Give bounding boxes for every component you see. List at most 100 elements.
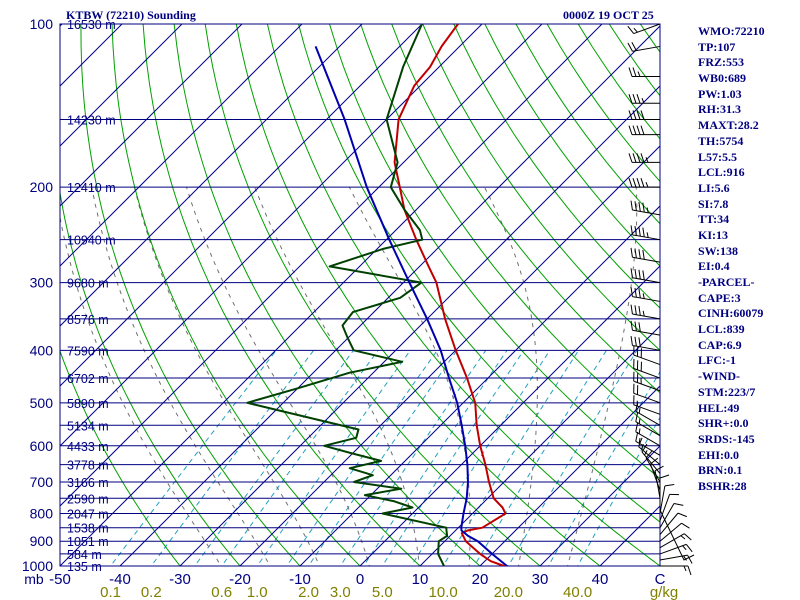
index-item: TP:107 bbox=[698, 39, 736, 54]
wind-barb bbox=[628, 94, 660, 104]
index-item: -WIND- bbox=[698, 369, 740, 384]
index-item: -PARCEL- bbox=[698, 275, 755, 289]
barb-flag bbox=[638, 322, 641, 332]
barb-flag bbox=[638, 437, 643, 447]
wind-barb bbox=[630, 200, 661, 216]
barb-half bbox=[683, 565, 687, 572]
height-label: 6702 m bbox=[67, 372, 109, 386]
index-item: RH:31.3 bbox=[698, 102, 741, 117]
barb-flag bbox=[638, 305, 641, 316]
mixing-ratio-axis: 0.1 0.2 0.6 1.0 2.0 3.0 5.0 10.0 20.0 40.0 g/kg bbox=[100, 584, 678, 600]
wind-barb bbox=[630, 335, 661, 351]
pressure-tick-label: 400 bbox=[30, 342, 54, 358]
wind-barb bbox=[628, 125, 660, 136]
isotherm bbox=[179, 85, 660, 566]
index-item: EHI:0.0 bbox=[698, 447, 740, 462]
index-item: SRDS:-145 bbox=[698, 431, 755, 446]
barb-staff bbox=[633, 392, 661, 404]
mixing-ratio-tick-label: 3.0 bbox=[330, 584, 351, 600]
barb-half bbox=[645, 157, 649, 163]
barb-half bbox=[641, 443, 644, 450]
pressure-unit-label: mb bbox=[24, 571, 44, 587]
index-item: LI:5.6 bbox=[698, 180, 730, 195]
height-label: 5890 m bbox=[67, 397, 109, 411]
height-label: 1051 m bbox=[67, 535, 109, 549]
temperature-tick-label: -50 bbox=[49, 571, 71, 588]
barb-flag bbox=[627, 42, 633, 52]
wind-barb bbox=[628, 153, 660, 163]
barb-staff bbox=[659, 485, 666, 514]
barb-flag bbox=[634, 248, 637, 259]
temperature-line bbox=[393, 24, 508, 566]
barb-staff bbox=[635, 410, 661, 426]
barb-half bbox=[638, 437, 641, 444]
index-item: WMO:72210 bbox=[698, 24, 765, 38]
mixing-ratio-line bbox=[381, 350, 525, 566]
barb-half bbox=[645, 181, 649, 188]
mixing-ratio-tick-label: 20.0 bbox=[494, 584, 523, 600]
mixing-ratio-line bbox=[194, 350, 354, 566]
dry-adiabat bbox=[80, 24, 301, 566]
wind-barbs bbox=[627, 23, 693, 576]
wind-barb bbox=[659, 543, 693, 555]
dry-adiabat bbox=[60, 349, 181, 566]
mixing-ratio-tick-label: 5.0 bbox=[372, 584, 393, 600]
wind-barb bbox=[659, 533, 692, 549]
index-item: HEL:49 bbox=[698, 400, 740, 415]
pressure-tick-label: 1000 bbox=[22, 558, 53, 574]
wind-barb bbox=[633, 395, 661, 415]
dry-adiabat bbox=[391, 24, 660, 394]
barb-flag bbox=[638, 288, 641, 299]
index-item: SW:138 bbox=[698, 243, 739, 258]
barb-staff bbox=[641, 451, 661, 474]
index-item: CAP:6.9 bbox=[698, 337, 742, 352]
barb-flag bbox=[628, 153, 633, 163]
mixing-ratio-tick-label: 10.0 bbox=[429, 584, 458, 600]
pressure-tick-label: 100 bbox=[30, 16, 54, 32]
barb-flag bbox=[634, 321, 637, 332]
index-item: CAPE:3 bbox=[698, 290, 741, 305]
isotherm bbox=[419, 325, 660, 566]
barb-flag bbox=[681, 522, 690, 529]
height-label: 1538 m bbox=[67, 522, 109, 536]
temperature-tick-label: 10 bbox=[412, 571, 429, 588]
barb-flag bbox=[636, 110, 641, 120]
mixing-ratio-tick-label: 0.2 bbox=[141, 584, 162, 600]
chart-title: KTBW (72210) Sounding bbox=[66, 8, 196, 22]
barb-flag bbox=[628, 178, 633, 188]
barb-flag bbox=[636, 153, 641, 163]
dry-adiabat bbox=[298, 24, 660, 523]
background-grid bbox=[0, 24, 660, 566]
isotherm bbox=[299, 205, 660, 566]
height-label: 2047 m bbox=[67, 507, 109, 521]
mixing-ratio-line bbox=[339, 350, 487, 566]
height-labels: 16530 m 14230 m 12410 m 10940 m 9680 m 8576 m… bbox=[67, 18, 116, 574]
wind-barb bbox=[659, 474, 670, 507]
index-item: TT:34 bbox=[698, 212, 730, 227]
barb-flag bbox=[631, 42, 637, 51]
wind-barb bbox=[633, 383, 661, 404]
index-item: CINH:60079 bbox=[698, 306, 764, 321]
wind-barb bbox=[630, 225, 661, 241]
moist-adiabat bbox=[567, 187, 638, 566]
wind-barb bbox=[635, 412, 661, 437]
moist-adiabat bbox=[186, 187, 371, 566]
wind-barb bbox=[633, 345, 661, 366]
barb-staff bbox=[659, 503, 675, 528]
temperature-tick-label: 0 bbox=[356, 571, 364, 588]
barb-flag bbox=[630, 335, 633, 346]
sounding-traces bbox=[246, 24, 510, 566]
height-label: 14230 m bbox=[67, 113, 116, 127]
barb-flag bbox=[687, 565, 692, 576]
index-item: STM:223/7 bbox=[698, 384, 756, 399]
barb-flag bbox=[632, 153, 637, 163]
isotherm bbox=[0, 24, 2, 566]
barb-flag bbox=[638, 201, 641, 212]
dry-adiabat bbox=[60, 190, 241, 566]
wind-barb bbox=[659, 484, 675, 514]
hodograph bbox=[659, 509, 695, 561]
temperature-tick-label: 30 bbox=[532, 571, 549, 588]
barb-half bbox=[633, 27, 638, 33]
barb-flag bbox=[642, 227, 645, 237]
